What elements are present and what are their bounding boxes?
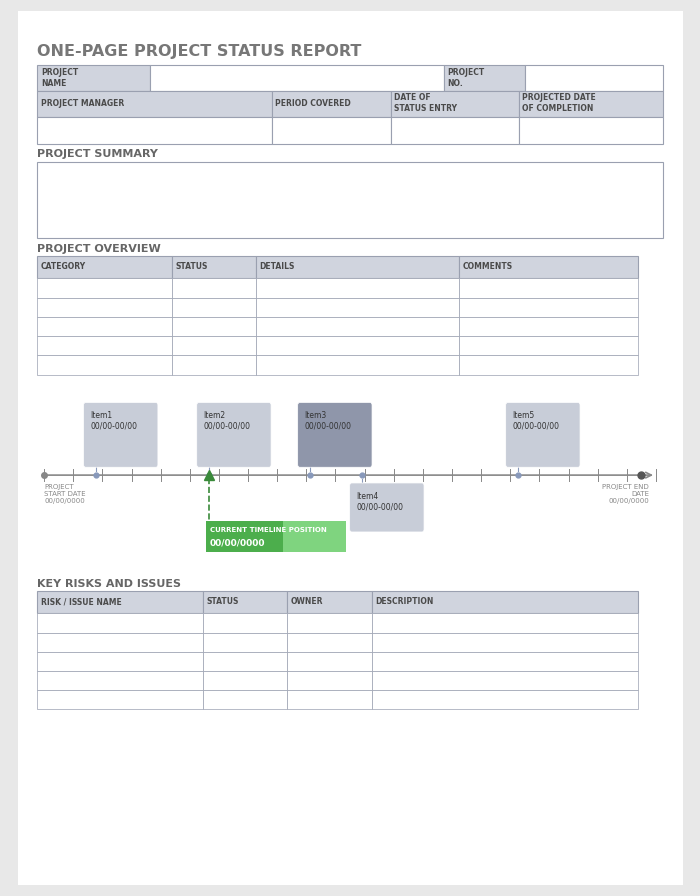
Bar [172, 356, 256, 375]
Bar [519, 117, 662, 143]
Text: DESCRIPTION: DESCRIPTION [375, 598, 433, 607]
Bar [459, 297, 638, 317]
Bar [38, 336, 172, 356]
Bar [459, 255, 638, 279]
FancyBboxPatch shape [505, 402, 580, 467]
Bar [38, 590, 203, 613]
Bar [38, 613, 203, 633]
Bar [206, 521, 283, 552]
Bar [38, 671, 203, 690]
Text: PROJECT OVERVIEW: PROJECT OVERVIEW [38, 244, 161, 254]
Bar [372, 590, 638, 613]
Bar [283, 521, 346, 552]
Text: Item5
00/00-00/00: Item5 00/00-00/00 [512, 411, 559, 431]
Bar [256, 255, 459, 279]
Bar [372, 633, 638, 651]
Bar [519, 91, 662, 117]
FancyBboxPatch shape [197, 402, 271, 467]
Text: DETAILS: DETAILS [260, 263, 295, 271]
FancyBboxPatch shape [83, 402, 158, 467]
Bar [38, 255, 172, 279]
Text: OWNER: OWNER [290, 598, 323, 607]
Bar [172, 336, 256, 356]
Bar [203, 613, 288, 633]
Bar [203, 590, 288, 613]
Bar [38, 117, 272, 143]
Text: PERIOD COVERED: PERIOD COVERED [275, 99, 351, 108]
Bar [288, 671, 372, 690]
Text: CATEGORY: CATEGORY [41, 263, 86, 271]
Text: STATUS: STATUS [206, 598, 239, 607]
Bar [38, 317, 172, 336]
Bar [256, 336, 459, 356]
Bar [459, 356, 638, 375]
Text: Item4
00/00-00/00: Item4 00/00-00/00 [356, 492, 403, 511]
Bar [38, 91, 272, 117]
Text: KEY RISKS AND ISSUES: KEY RISKS AND ISSUES [38, 579, 181, 589]
Bar [372, 651, 638, 671]
FancyBboxPatch shape [350, 483, 424, 532]
Text: DATE OF
STATUS ENTRY: DATE OF STATUS ENTRY [394, 93, 457, 113]
Bar [444, 65, 525, 91]
Bar [256, 297, 459, 317]
Text: STATUS: STATUS [175, 263, 207, 271]
Text: PROJECT MANAGER: PROJECT MANAGER [41, 99, 124, 108]
Bar [288, 590, 372, 613]
Bar [38, 162, 662, 238]
Bar [38, 356, 172, 375]
Bar [272, 91, 391, 117]
Bar [372, 671, 638, 690]
Text: ONE-PAGE PROJECT STATUS REPORT: ONE-PAGE PROJECT STATUS REPORT [38, 45, 362, 59]
Text: PROJECT SUMMARY: PROJECT SUMMARY [38, 150, 158, 159]
Bar [525, 65, 662, 91]
Bar [288, 651, 372, 671]
Bar [38, 690, 203, 710]
Bar [172, 279, 256, 297]
Text: Item3
00/00-00/00: Item3 00/00-00/00 [304, 411, 351, 431]
Bar [391, 117, 519, 143]
Bar [288, 690, 372, 710]
Text: PROJECT
NAME: PROJECT NAME [41, 68, 78, 88]
Bar [256, 317, 459, 336]
Bar [459, 336, 638, 356]
Bar [372, 613, 638, 633]
Bar [203, 633, 288, 651]
Bar [272, 117, 391, 143]
Bar [38, 65, 150, 91]
Text: CURRENT TIMELINE POSITION: CURRENT TIMELINE POSITION [210, 527, 327, 533]
Bar [459, 279, 638, 297]
Bar [203, 651, 288, 671]
Text: 00/00/0000: 00/00/0000 [210, 538, 265, 547]
FancyBboxPatch shape [298, 402, 372, 467]
Bar [203, 671, 288, 690]
Bar [372, 690, 638, 710]
Bar [38, 279, 172, 297]
Text: PROJECT
START DATE
00/00/0000: PROJECT START DATE 00/00/0000 [44, 484, 85, 504]
Bar [256, 356, 459, 375]
Bar [288, 633, 372, 651]
Bar [288, 613, 372, 633]
Bar [203, 690, 288, 710]
Bar [391, 91, 519, 117]
Bar [38, 297, 172, 317]
Bar [172, 255, 256, 279]
Bar [172, 297, 256, 317]
Text: COMMENTS: COMMENTS [463, 263, 513, 271]
Text: Item2
00/00-00/00: Item2 00/00-00/00 [204, 411, 251, 431]
Text: PROJECT
NO.: PROJECT NO. [447, 68, 484, 88]
Text: PROJECTED DATE
OF COMPLETION: PROJECTED DATE OF COMPLETION [522, 93, 596, 113]
Bar [38, 651, 203, 671]
Text: PROJECT END
DATE
00/00/0000: PROJECT END DATE 00/00/0000 [603, 484, 650, 504]
Text: Item1
00/00-00/00: Item1 00/00-00/00 [90, 411, 137, 431]
Bar [256, 279, 459, 297]
Bar [459, 317, 638, 336]
Bar [150, 65, 444, 91]
Text: RISK / ISSUE NAME: RISK / ISSUE NAME [41, 598, 122, 607]
Bar [172, 317, 256, 336]
Bar [38, 633, 203, 651]
